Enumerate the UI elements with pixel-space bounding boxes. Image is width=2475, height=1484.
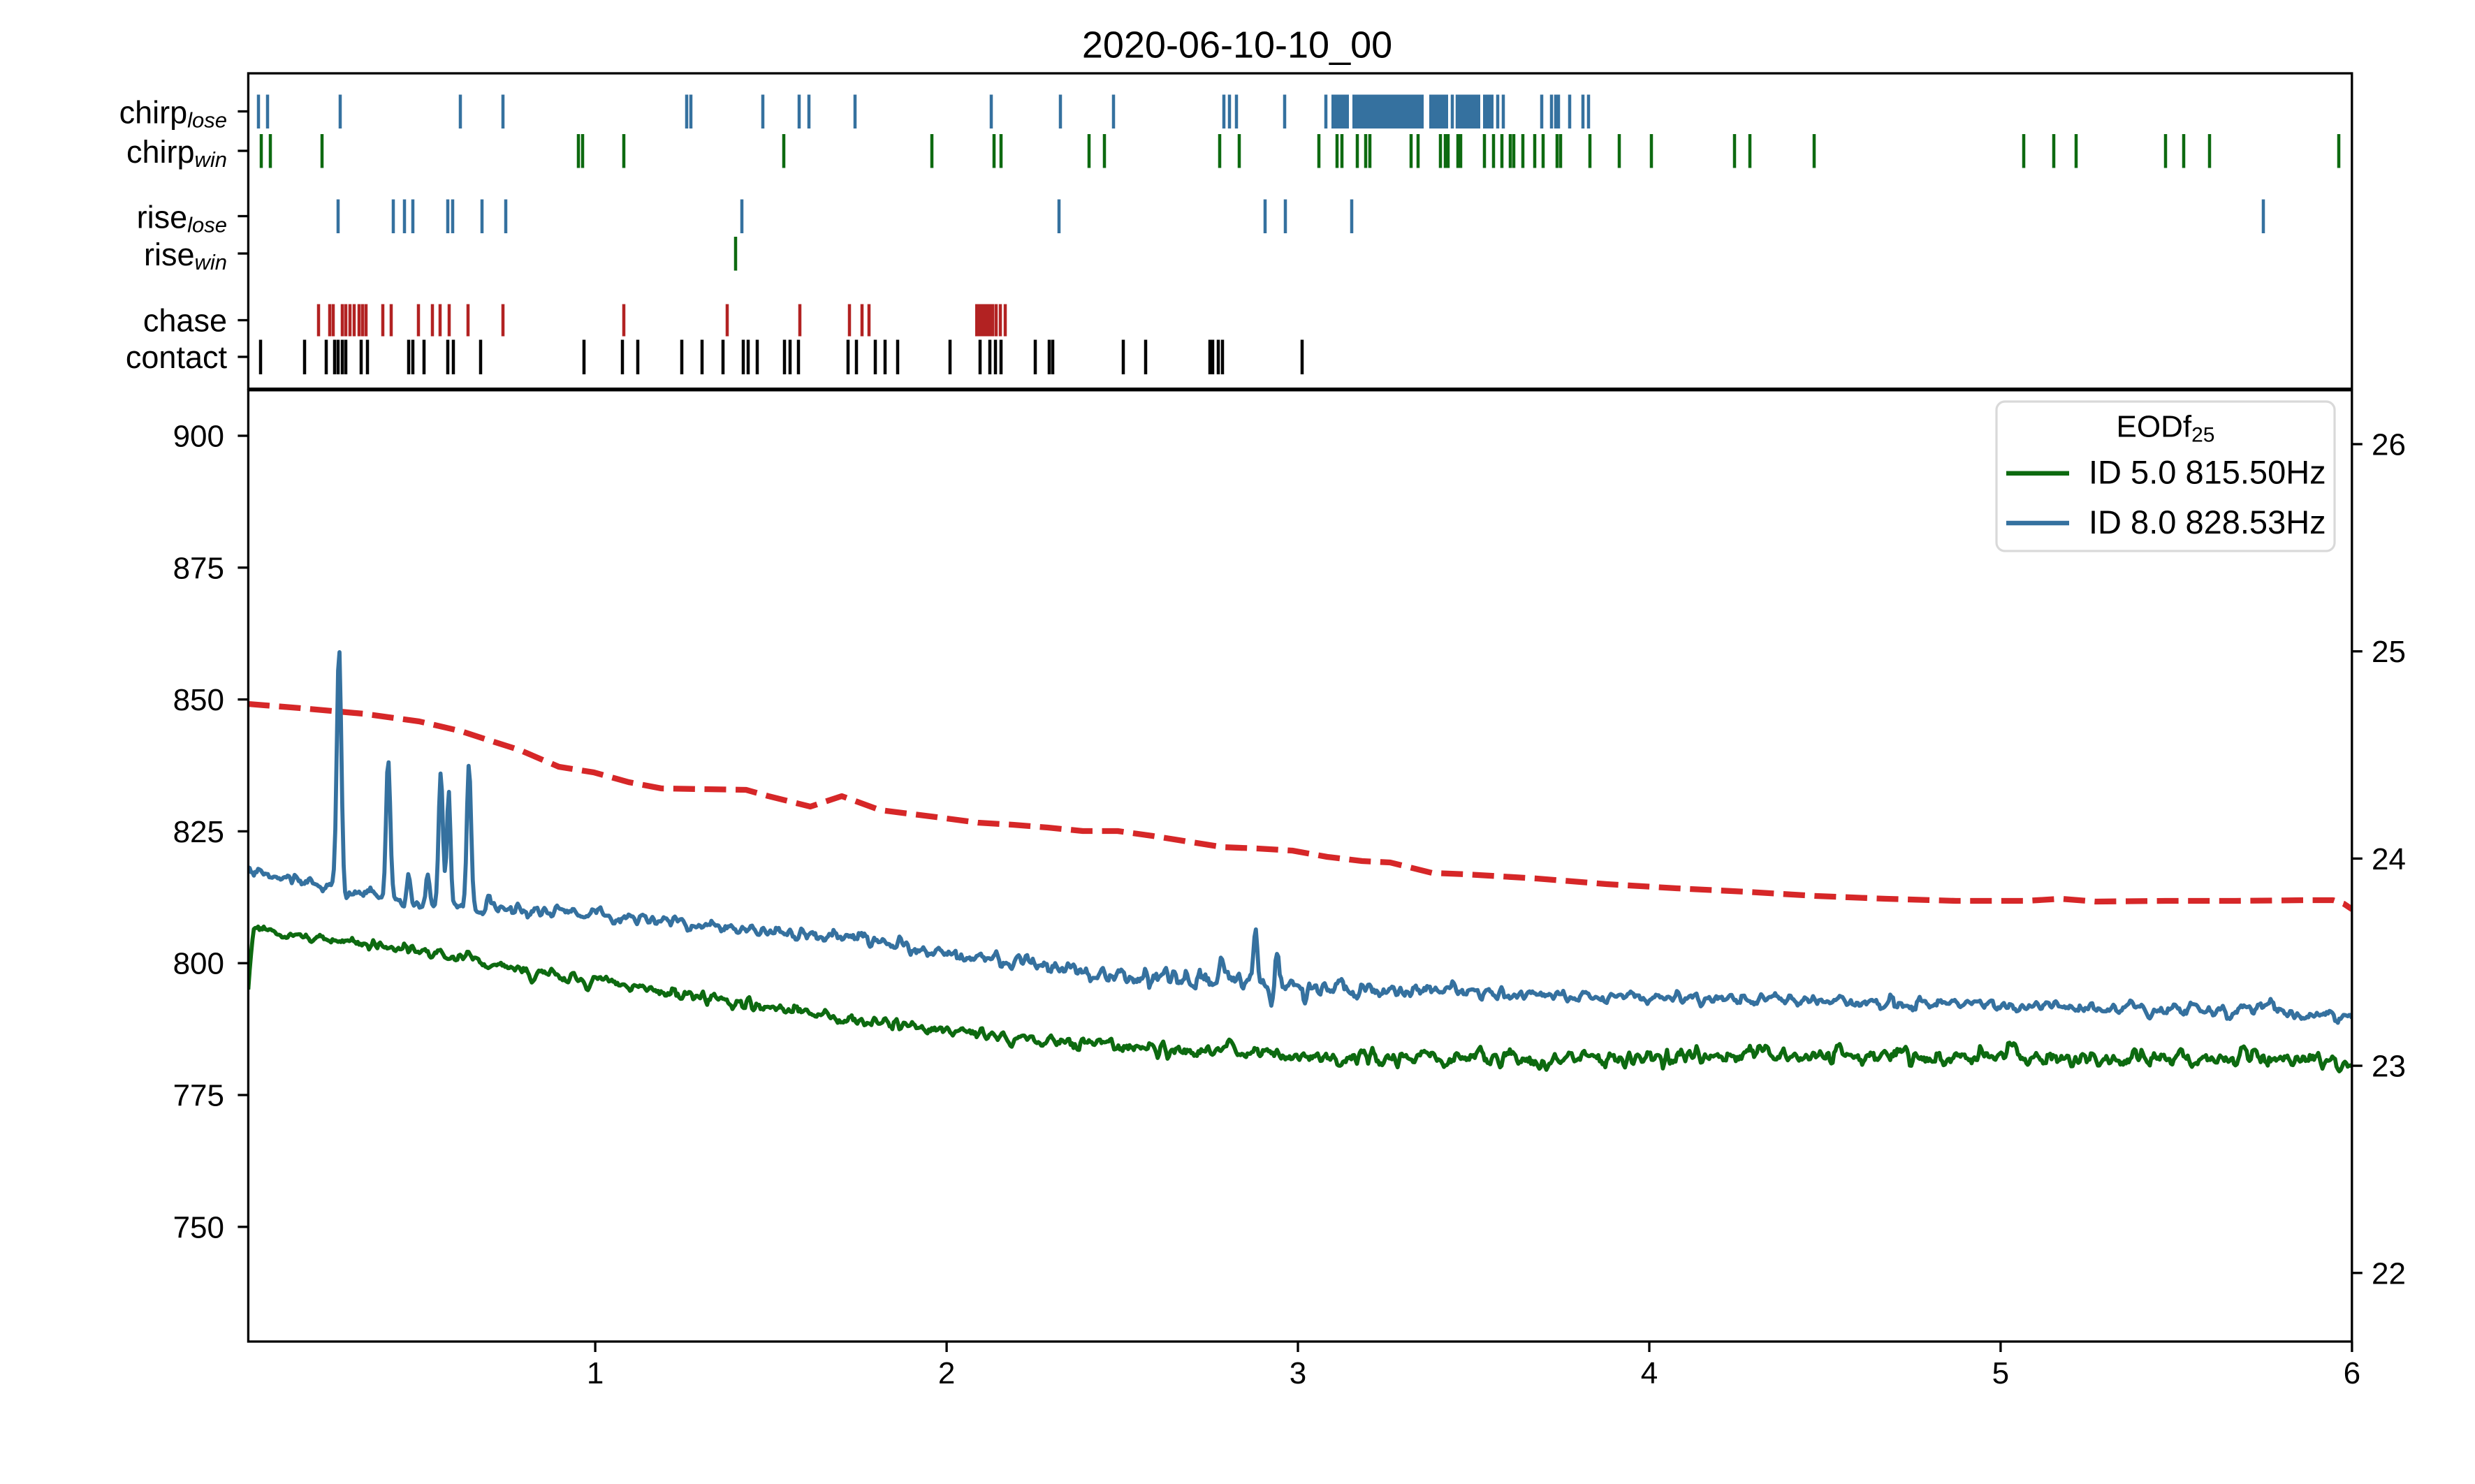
svg-text:2020-06-10-10_00: 2020-06-10-10_00	[1082, 24, 1392, 66]
svg-text:22: 22	[2372, 1256, 2406, 1291]
svg-text:800: 800	[173, 947, 224, 981]
svg-text:6: 6	[2344, 1356, 2360, 1390]
svg-text:775: 775	[173, 1079, 224, 1113]
svg-text:EODf25: EODf25	[2117, 410, 2215, 447]
svg-text:5: 5	[1992, 1356, 2009, 1390]
svg-text:850: 850	[173, 683, 224, 717]
svg-text:ID 8.0 828.53Hz: ID 8.0 828.53Hz	[2089, 504, 2326, 541]
svg-text:4: 4	[1641, 1356, 1658, 1390]
svg-text:23: 23	[2372, 1050, 2406, 1084]
svg-text:825: 825	[173, 815, 224, 849]
svg-text:ID 5.0 815.50Hz: ID 5.0 815.50Hz	[2089, 454, 2326, 491]
svg-text:25: 25	[2372, 635, 2406, 669]
svg-text:chase: chase	[143, 303, 227, 339]
svg-text:875: 875	[173, 551, 224, 585]
svg-text:1: 1	[587, 1356, 604, 1390]
svg-text:26: 26	[2372, 428, 2406, 462]
svg-text:contact: contact	[126, 339, 228, 375]
svg-text:750: 750	[173, 1210, 224, 1244]
svg-text:24: 24	[2372, 842, 2406, 876]
svg-text:3: 3	[1290, 1356, 1306, 1390]
svg-text:riselose: riselose	[137, 200, 227, 237]
svg-text:2: 2	[938, 1356, 955, 1390]
svg-text:chirpwin: chirpwin	[126, 134, 227, 172]
svg-text:900: 900	[173, 420, 224, 454]
